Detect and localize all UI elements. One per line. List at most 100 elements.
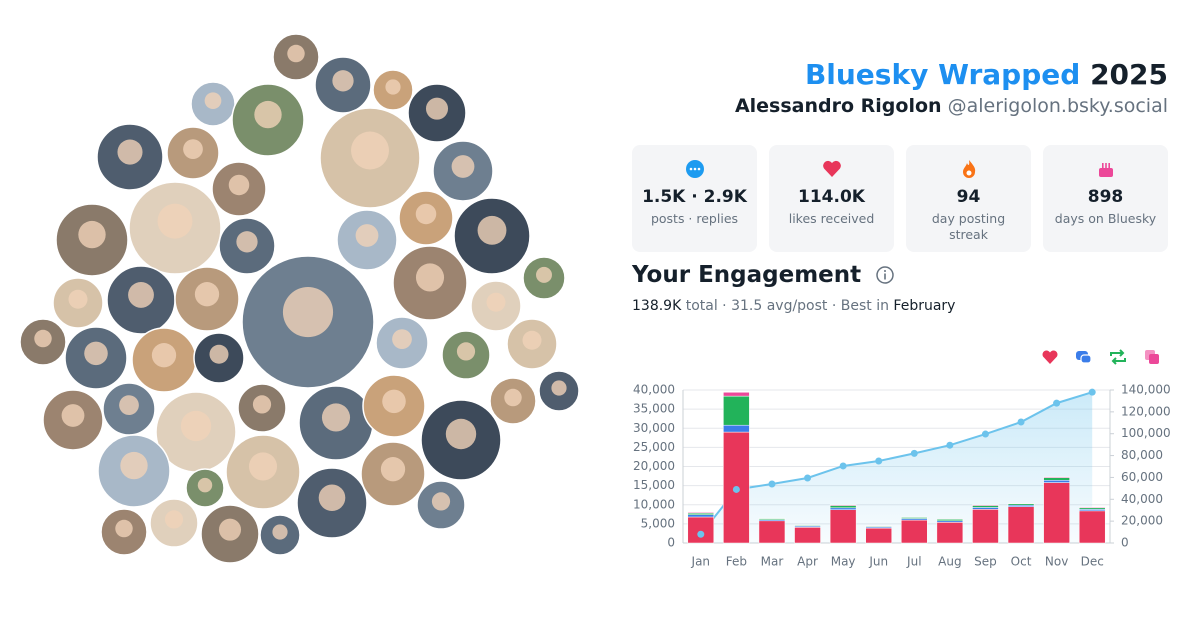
bar-segment	[1078, 510, 1106, 544]
bar-segment	[687, 514, 715, 518]
avatar-face	[351, 131, 389, 170]
y2-tick-label: 140,000	[1121, 383, 1171, 397]
handle: @alerigolon.bsky.social	[947, 95, 1168, 117]
avatar-face	[236, 231, 258, 253]
avatar-face	[486, 292, 506, 312]
y2-tick-label: 100,000	[1121, 426, 1171, 440]
avatar-face	[321, 403, 351, 432]
x-tick-label: May	[831, 555, 856, 569]
summary-total: 138.9K	[632, 298, 682, 314]
avatar-face	[392, 329, 412, 349]
summary-best: February	[893, 298, 956, 314]
stat-label: posts · replies	[650, 211, 739, 226]
stat-value: 898	[1087, 187, 1124, 207]
line-point	[697, 530, 705, 538]
y2-tick-label: 60,000	[1121, 470, 1163, 484]
stat-card: 94 day posting streak	[906, 145, 1031, 252]
line-point	[1088, 388, 1096, 396]
y2-tick-label: 20,000	[1121, 514, 1163, 528]
x-tick-label: Nov	[1045, 555, 1068, 569]
y2-tick-label: 0	[1121, 536, 1129, 550]
avatar-face	[34, 329, 52, 348]
avatar-face	[477, 215, 507, 245]
y-tick-label: 40,000	[633, 383, 675, 397]
bar-segment	[936, 522, 964, 544]
avatar-face	[151, 343, 177, 368]
avatar-face	[194, 282, 220, 307]
bar-segment	[687, 512, 715, 514]
bar-segment	[1043, 482, 1070, 544]
x-tick-label: Apr	[797, 555, 818, 569]
avatar-face	[209, 344, 229, 364]
chart: 0 5,000 10,000 15,000 20,000 25,000 30,000 35,0…	[633, 349, 1171, 569]
legend-icon-reposts[interactable]	[1110, 349, 1126, 365]
icon-chat	[685, 160, 704, 178]
line-point	[875, 457, 883, 465]
user-name: Alessandro Rigolon	[734, 95, 942, 117]
x-tick-label: Mar	[761, 555, 784, 569]
bar-segment	[972, 507, 999, 510]
avatar-face	[415, 203, 437, 225]
line	[700, 391, 1093, 535]
bar-segment	[972, 505, 999, 508]
bar-segment	[829, 504, 857, 506]
avatar-face	[504, 388, 522, 407]
avatar-face	[425, 97, 449, 120]
avatar-face	[197, 477, 213, 493]
line-point	[946, 441, 954, 449]
avatar-face	[180, 410, 212, 442]
legend-icon-likes[interactable]	[1042, 350, 1058, 364]
avatar-face	[522, 330, 542, 350]
line-point	[1017, 418, 1025, 426]
icon-cake	[1098, 163, 1113, 177]
stat-card: 1.5K · 2.9K posts · replies	[632, 145, 757, 252]
line-point	[910, 449, 918, 457]
avatar-cloud	[19, 33, 580, 564]
avatar-face	[204, 92, 222, 110]
stat-label: days on Bluesky	[1054, 211, 1157, 226]
avatar-face	[61, 404, 85, 427]
y2-tick-label: 120,000	[1121, 404, 1171, 418]
avatar-face	[551, 380, 567, 396]
bar-segment	[794, 527, 821, 544]
stat-value: 1.5K · 2.9K	[642, 187, 747, 207]
icon-heart	[822, 160, 841, 177]
y-tick-label: 0	[667, 536, 675, 550]
line-point	[1053, 399, 1061, 407]
line-point	[768, 480, 776, 488]
y-tick-label: 10,000	[633, 497, 675, 511]
avatar-face	[218, 518, 242, 541]
bar-segment	[1043, 476, 1070, 478]
line-point	[732, 485, 740, 493]
stat-label: day posting streak	[931, 211, 1006, 242]
x-tick-label: Jul	[906, 555, 921, 569]
avatar-face	[355, 224, 379, 247]
avatar-face	[78, 220, 106, 249]
bar-segment	[972, 504, 999, 506]
bar-segment	[723, 395, 750, 426]
bar-segment	[829, 507, 857, 510]
y-tick-label: 30,000	[633, 421, 675, 435]
title: Bluesky Wrapped 2025	[805, 58, 1168, 91]
bar-segment	[723, 392, 750, 397]
x-tick-label: Feb	[726, 555, 747, 569]
y-tick-label: 25,000	[633, 440, 675, 454]
bar-segment	[687, 516, 715, 544]
title-text: Bluesky Wrapped	[804, 58, 1081, 91]
x-tick-label: Sep	[974, 555, 997, 569]
stat-label: likes received	[788, 211, 875, 226]
avatar-face	[332, 70, 354, 92]
avatar-face	[115, 519, 133, 538]
avatar-face	[287, 44, 305, 63]
avatar-face	[128, 281, 154, 308]
bar-segment	[1043, 480, 1070, 483]
bar-segment	[723, 424, 750, 433]
bar-segment	[829, 505, 857, 509]
stat-card: 898 days on Bluesky	[1043, 145, 1168, 252]
avatar-face	[282, 287, 334, 338]
bar-segment	[901, 519, 928, 544]
avatar-face	[68, 289, 88, 309]
x-tick-label: Dec	[1081, 555, 1104, 569]
info-icon[interactable]	[875, 265, 895, 285]
